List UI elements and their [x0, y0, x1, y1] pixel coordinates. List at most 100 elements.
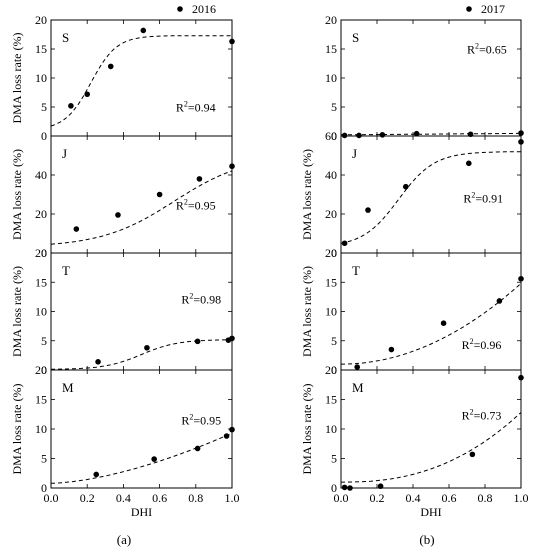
- y-tick-label: 10: [35, 422, 47, 436]
- fit-curve: [50, 170, 233, 245]
- r2-annotation: R2=0.65: [467, 42, 507, 57]
- y-tick-label: 10: [325, 305, 337, 319]
- y-axis-label: DMA loss rate (%): [10, 266, 24, 357]
- data-point: [341, 484, 348, 491]
- r2-annotation: R2=0.91: [463, 191, 503, 206]
- data-point: [347, 485, 353, 491]
- x-tick-label: 0.8: [478, 491, 493, 505]
- panel-a-M: 0 5 10 15 20 DMA loss rate (%) M R2=0.95: [10, 363, 235, 495]
- y-tick-label: 5: [331, 100, 337, 114]
- data-point: [194, 445, 201, 452]
- data-point: [518, 374, 524, 381]
- data-point: [68, 103, 74, 109]
- data-point: [354, 364, 361, 370]
- data-point: [379, 132, 386, 138]
- y-tick-label: 60: [325, 129, 337, 143]
- r2-annotation: R2=0.95: [181, 412, 221, 427]
- panel-b-T: 0 5 10 15 20 DMA loss rate (%) T R2=0.96: [300, 246, 524, 377]
- fit-curve: [51, 339, 232, 370]
- x-tick-label: 0.2: [370, 491, 385, 505]
- data-point: [229, 38, 235, 45]
- data-point: [413, 130, 420, 137]
- r2-annotation: R2=0.96: [462, 337, 502, 352]
- fit-curve: [341, 132, 521, 136]
- y-tick-label: 20: [35, 246, 47, 260]
- y-tick-label: 15: [325, 275, 337, 289]
- y-tick-label: 15: [35, 42, 47, 56]
- y-tick-label: 5: [41, 100, 47, 114]
- data-point: [388, 346, 395, 353]
- r2-annotation: R2=0.94: [176, 100, 216, 115]
- data-point: [518, 130, 524, 136]
- panel-label: S: [62, 30, 69, 45]
- panel-label: T: [352, 263, 360, 278]
- y-tick-label: 40: [325, 168, 337, 182]
- y-tick-label: 0: [41, 246, 47, 260]
- panel-b-S: 0 5 10 15 20 S R2=0.65: [325, 13, 524, 143]
- data-point: [223, 433, 230, 439]
- panel-frame: [340, 19, 522, 137]
- panel-label: J: [352, 146, 357, 161]
- y-tick-label: 0: [331, 246, 337, 260]
- data-point: [341, 240, 348, 247]
- caption-a: (a): [117, 532, 131, 547]
- panel-b-M: 0 5 10 15 20 DMA loss rate (%) M R2=0.73: [300, 363, 524, 495]
- x-axis-label: DHI: [420, 505, 441, 519]
- panel-label: T: [62, 263, 70, 278]
- panel-label: S: [352, 30, 359, 45]
- r2-annotation: R2=0.98: [181, 291, 221, 306]
- y-axis-label: DMA loss rate (%): [10, 384, 24, 475]
- panel-frame: [50, 369, 233, 489]
- data-point: [356, 132, 362, 139]
- legend-label-a: 2016: [192, 2, 216, 16]
- data-point: [95, 359, 101, 365]
- x-tick-label: 0.8: [188, 491, 203, 505]
- panel-a-S: 0 5 10 15 20 DMA loss rate (%) S R2=0.94: [10, 13, 235, 143]
- x-axis-label: DHI: [131, 505, 152, 519]
- panel-frame: [340, 252, 522, 371]
- data-point: [518, 275, 524, 282]
- data-point: [229, 426, 235, 433]
- y-tick-label: 10: [35, 71, 47, 85]
- fit-curve: [341, 412, 522, 483]
- y-tick-label: 0: [41, 129, 47, 143]
- x-tick-label: 0.0: [44, 491, 59, 505]
- y-tick-label: 10: [325, 422, 337, 436]
- data-point: [196, 176, 203, 182]
- y-tick-label: 15: [35, 275, 47, 289]
- x-tick-label: 0.2: [80, 491, 95, 505]
- legend-marker-a: [177, 6, 183, 12]
- y-axis-label: DMA loss rate (%): [10, 33, 24, 124]
- y-tick-label: 5: [331, 334, 337, 348]
- data-point: [73, 226, 80, 232]
- data-point: [115, 212, 121, 218]
- data-point: [341, 132, 348, 139]
- fit-curve: [341, 283, 522, 365]
- y-tick-label: 0: [41, 481, 47, 495]
- r2-annotation: R2=0.73: [462, 408, 502, 423]
- fit-curve: [50, 35, 232, 127]
- y-tick-label: 5: [41, 334, 47, 348]
- y-axis-label: DMA loss rate (%): [300, 149, 314, 240]
- y-tick-label: 40: [35, 168, 47, 182]
- data-point: [496, 298, 503, 304]
- panel-label: M: [62, 380, 74, 395]
- y-tick-label: 5: [331, 452, 337, 466]
- x-tick-label: 0.0: [334, 491, 349, 505]
- data-point: [144, 344, 150, 351]
- y-axis-label: DMA loss rate (%): [300, 266, 314, 357]
- fit-curve: [340, 151, 521, 244]
- legend-marker-b: [466, 6, 472, 12]
- y-tick-label: 20: [35, 363, 47, 377]
- data-point: [140, 27, 147, 34]
- y-tick-label: 15: [325, 393, 337, 407]
- data-point: [93, 471, 100, 478]
- y-tick-label: 10: [35, 305, 47, 319]
- panel-a-T: 0 5 10 15 20 DMA loss rate (%) T R2=0.98: [10, 246, 235, 377]
- y-tick-label: 5: [41, 452, 47, 466]
- y-tick-label: 15: [35, 393, 47, 407]
